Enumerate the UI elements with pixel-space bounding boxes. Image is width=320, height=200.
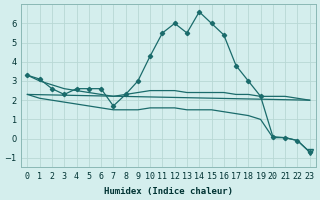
X-axis label: Humidex (Indice chaleur): Humidex (Indice chaleur) [104, 187, 233, 196]
